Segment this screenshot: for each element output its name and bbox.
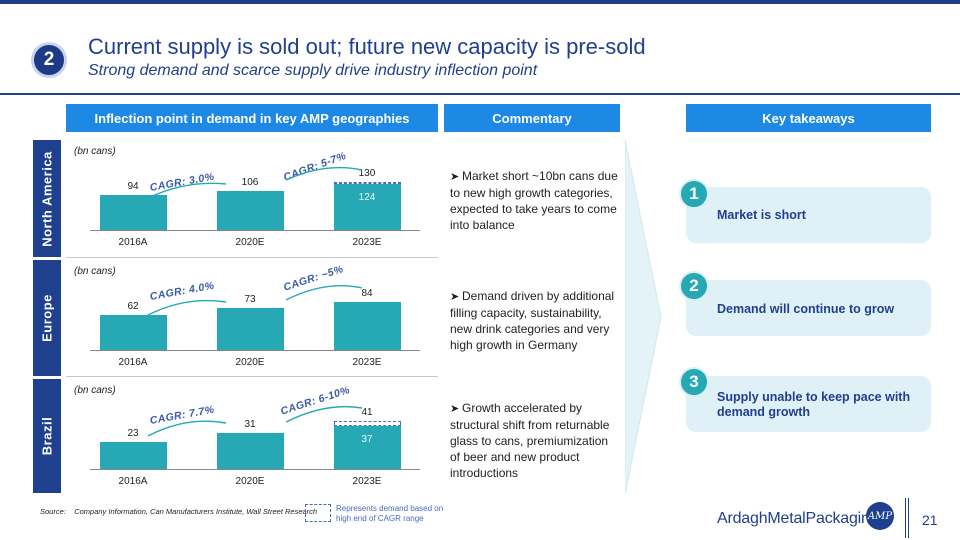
chart-unit-label: (bn cans) — [74, 385, 116, 396]
legend-dashed-swatch — [305, 504, 331, 522]
bar-value-label: 124 — [358, 192, 376, 204]
title-divider — [0, 93, 960, 95]
bar-2016A — [99, 314, 167, 350]
takeaway-card-3: Supply unable to keep pace with demand g… — [686, 376, 931, 432]
commentary-north-america: ➤ Market short ~10bn cans due to new high… — [450, 168, 620, 233]
category-tick-label: 2020E — [235, 357, 265, 368]
category-tick-label: 2016A — [118, 476, 148, 487]
chevron-right-icon — [625, 140, 662, 495]
demand-column-header: Inflection point in demand in key AMP ge… — [66, 104, 438, 132]
page-number: 21 — [922, 512, 938, 528]
cagr-arrows — [147, 166, 363, 437]
bar-2023E — [333, 302, 401, 350]
region-band-north-america: North America — [33, 140, 61, 257]
takeaway-text: Demand will continue to grow — [717, 302, 895, 316]
bar-value-label: 106 — [241, 176, 259, 188]
x-axis-line — [90, 230, 420, 231]
commentary-text: Market short ~10bn cans due to new high … — [450, 169, 618, 232]
page-subtitle: Strong demand and scarce supply drive in… — [88, 62, 538, 79]
region-label: Europe — [39, 294, 55, 342]
bar-2020E — [216, 432, 284, 469]
arrow-bullet-icon: ➤ — [450, 291, 460, 303]
category-tick-label: 2023E — [352, 237, 382, 248]
category-tick-label: 2016A — [118, 237, 148, 248]
region-band-brazil: Brazil — [33, 379, 61, 493]
panel-divider — [66, 376, 438, 377]
bar-value-label: 23 — [127, 428, 139, 440]
panel-divider — [66, 257, 438, 258]
region-band-europe: Europe — [33, 260, 61, 376]
step-number-badge: 2 — [31, 42, 67, 78]
bar-2020E — [216, 190, 284, 230]
cagr-arrow-curve — [285, 405, 363, 423]
bar-2023E: 37 — [333, 425, 401, 469]
bar-value-label: 73 — [244, 294, 256, 306]
category-tick-label: 2020E — [235, 237, 265, 248]
region-label: Brazil — [39, 416, 55, 456]
category-tick-label: 2020E — [235, 476, 265, 487]
takeaways-column-header: Key takeaways — [686, 104, 931, 132]
category-tick-label: 2023E — [352, 476, 382, 487]
bar-2020E — [216, 308, 284, 350]
bar-value-label: 84 — [361, 288, 373, 299]
takeaway-number-badge: 3 — [679, 367, 709, 397]
category-tick-label: 2016A — [118, 357, 148, 368]
arrow-bullet-icon: ➤ — [450, 403, 460, 415]
category-tick-label: 2023E — [352, 357, 382, 368]
takeaway-number-badge: 1 — [679, 179, 709, 209]
bar-value-label: 94 — [127, 181, 139, 193]
bar-value-label: 62 — [127, 300, 139, 312]
cagr-arrow-curve — [285, 166, 363, 181]
commentary-text: Growth accelerated by structural shift f… — [450, 401, 610, 480]
footer-divider — [908, 498, 909, 538]
commentary-brazil: ➤ Growth accelerated by structural shift … — [450, 400, 620, 481]
source-text: Company Information, Can Manufacturers I… — [74, 507, 318, 516]
legend-text: Represents demand based on high end of C… — [336, 504, 444, 523]
bar-value-label: 37 — [361, 433, 373, 445]
chart-unit-label: (bn cans) — [74, 146, 116, 157]
takeaway-card-1: Market is short — [686, 187, 931, 243]
footer-divider — [905, 498, 906, 538]
commentary-text: Demand driven by additional filling capa… — [450, 289, 615, 352]
brazil-bar-chart: 23 2016A 31 2020E 37 41 2023E — [66, 389, 438, 494]
high-end-value-label: 41 — [361, 407, 373, 418]
cagr-arrow-curve — [147, 299, 227, 316]
cagr-arrow-curve — [285, 285, 363, 301]
region-label: North America — [39, 150, 55, 247]
cagr-arrow-curve — [147, 182, 227, 199]
arrow-bullet-icon: ➤ — [450, 171, 460, 183]
bar-2023E: 124 — [333, 184, 401, 230]
company-logo-emblem: AMP — [866, 502, 894, 530]
top-rule — [0, 0, 960, 4]
bar-2016A — [99, 195, 167, 230]
x-axis-line — [90, 469, 420, 470]
takeaway-card-2: Demand will continue to grow — [686, 280, 931, 336]
europe-bar-chart: 62 2016A 73 2020E 84 2023E — [66, 270, 438, 375]
page-title: Current supply is sold out; future new c… — [88, 34, 646, 59]
bar-2016A — [99, 442, 167, 469]
company-logo-wordmark: ArdaghMetalPackaging — [717, 510, 879, 527]
source-label: Source: — [40, 507, 66, 516]
commentary-column-header: Commentary — [444, 104, 620, 132]
high-end-dashed-box — [333, 182, 401, 185]
commentary-europe: ➤ Demand driven by additional filling cap… — [450, 288, 620, 353]
takeaway-text: Supply unable to keep pace with demand g… — [717, 390, 911, 419]
takeaway-text: Market is short — [717, 208, 806, 222]
north-america-bar-chart: 94 2016A 106 2020E 124 130 2023E — [66, 150, 438, 255]
high-end-dashed-box — [333, 421, 401, 426]
high-end-value-label: 130 — [358, 168, 376, 179]
source-note: Source: Company Information, Can Manufac… — [40, 507, 317, 516]
takeaway-number-badge: 2 — [679, 271, 709, 301]
cagr-arrow-curve — [147, 420, 227, 437]
bar-value-label: 31 — [244, 418, 256, 430]
chart-unit-label: (bn cans) — [74, 266, 116, 277]
x-axis-line — [90, 350, 420, 351]
